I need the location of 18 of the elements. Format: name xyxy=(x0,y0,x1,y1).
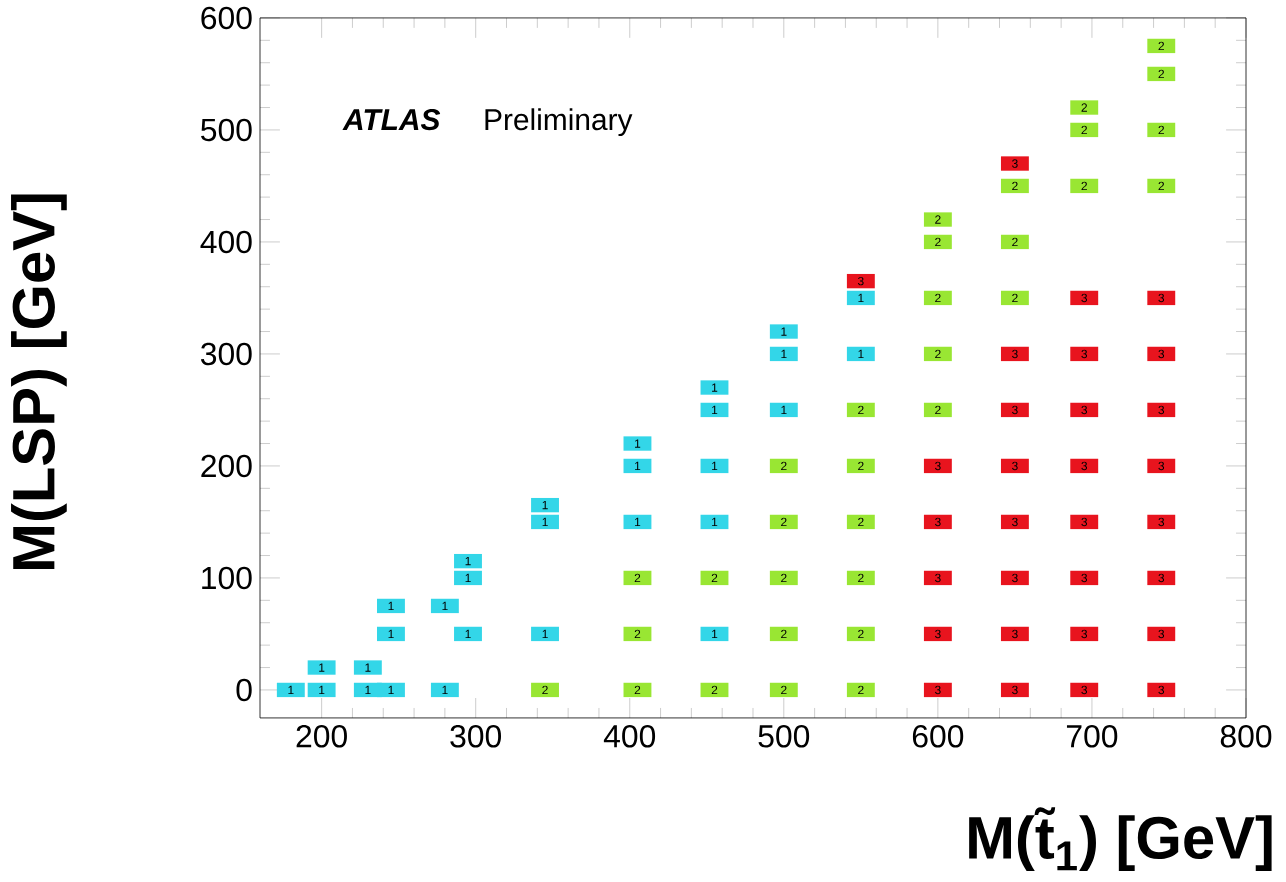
y-axis-title: M(LSP) [GeV] xyxy=(11,194,67,569)
x-tick-label: 800 xyxy=(1220,725,1272,748)
x-tick-label: 200 xyxy=(296,725,347,748)
y-tick-label: 100 xyxy=(202,566,252,590)
x-tick-label: 400 xyxy=(603,725,656,748)
y-tick-label: 500 xyxy=(201,118,252,142)
y-tick-label: 600 xyxy=(201,6,252,30)
x-axis-title: M(t̃$_{1}$) [GeV] xyxy=(969,807,1272,871)
y-tick-label: 200 xyxy=(201,454,252,478)
y-tick-label: 300 xyxy=(200,342,252,366)
annotation: ATLAS xyxy=(342,109,441,131)
x-tick-label: 600 xyxy=(912,725,964,748)
y-tick-label: 0 xyxy=(236,678,252,702)
y-tick-label: 400 xyxy=(200,230,252,254)
x-tick-label: 700 xyxy=(1066,725,1118,748)
annotation: Preliminary xyxy=(485,108,633,137)
x-tick-label: 300 xyxy=(450,725,502,748)
x-tick-label: 500 xyxy=(758,725,810,748)
